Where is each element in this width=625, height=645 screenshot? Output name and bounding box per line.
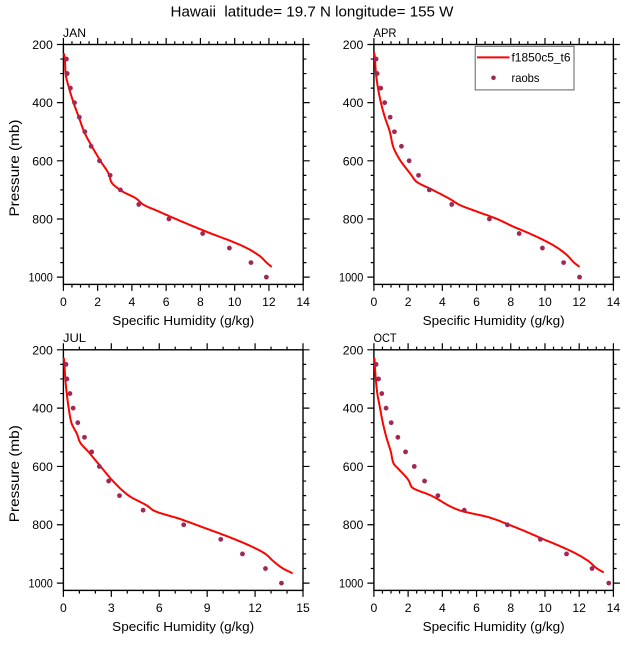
svg-text:0: 0 — [371, 295, 378, 309]
svg-text:200: 200 — [343, 343, 364, 357]
svg-text:10: 10 — [538, 601, 552, 615]
svg-text:14: 14 — [607, 295, 621, 309]
svg-text:APR: APR — [374, 26, 397, 40]
svg-text:OCT: OCT — [374, 331, 398, 345]
svg-text:2: 2 — [405, 295, 412, 309]
svg-text:9: 9 — [204, 601, 211, 615]
svg-text:600: 600 — [32, 460, 53, 474]
svg-text:2: 2 — [405, 601, 412, 615]
svg-text:15: 15 — [296, 601, 310, 615]
svg-text:800: 800 — [343, 518, 364, 532]
svg-text:200: 200 — [343, 38, 364, 52]
svg-text:400: 400 — [32, 96, 53, 110]
svg-text:12: 12 — [572, 601, 586, 615]
svg-text:800: 800 — [32, 518, 53, 532]
svg-text:0: 0 — [371, 601, 378, 615]
svg-text:8: 8 — [507, 295, 514, 309]
svg-text:400: 400 — [343, 402, 364, 416]
svg-text:0: 0 — [60, 295, 67, 309]
svg-text:3: 3 — [108, 601, 115, 615]
svg-text:JUL: JUL — [63, 331, 86, 345]
svg-text:10: 10 — [228, 295, 242, 309]
svg-text:4: 4 — [129, 295, 136, 309]
svg-text:Specific Humidity (g/kg): Specific Humidity (g/kg) — [423, 619, 565, 634]
svg-text:12: 12 — [248, 601, 262, 615]
svg-text:6: 6 — [156, 601, 163, 615]
svg-text:10: 10 — [538, 295, 552, 309]
svg-text:JAN: JAN — [63, 26, 86, 40]
svg-text:800: 800 — [32, 212, 53, 226]
svg-text:14: 14 — [296, 295, 310, 309]
svg-text:8: 8 — [507, 601, 514, 615]
svg-text:6: 6 — [473, 601, 480, 615]
svg-text:14: 14 — [607, 601, 621, 615]
svg-text:raobs: raobs — [512, 71, 540, 85]
svg-text:Pressure (mb): Pressure (mb) — [6, 120, 22, 217]
svg-text:4: 4 — [439, 601, 446, 615]
svg-text:1000: 1000 — [29, 271, 53, 285]
svg-text:400: 400 — [343, 96, 364, 110]
svg-text:600: 600 — [32, 154, 53, 168]
svg-text:f1850c5_t6: f1850c5_t6 — [512, 51, 571, 65]
svg-text:1000: 1000 — [29, 577, 53, 591]
svg-text:0: 0 — [60, 601, 67, 615]
svg-text:200: 200 — [32, 343, 53, 357]
svg-text:2: 2 — [94, 295, 101, 309]
svg-text:Specific Humidity (g/kg): Specific Humidity (g/kg) — [112, 313, 254, 328]
svg-text:4: 4 — [439, 295, 446, 309]
svg-text:8: 8 — [197, 295, 204, 309]
svg-text:400: 400 — [32, 402, 53, 416]
svg-text:600: 600 — [343, 460, 364, 474]
svg-text:1000: 1000 — [339, 577, 363, 591]
svg-text:12: 12 — [572, 295, 586, 309]
svg-text:Specific Humidity (g/kg): Specific Humidity (g/kg) — [112, 619, 254, 634]
svg-text:6: 6 — [473, 295, 480, 309]
svg-text:800: 800 — [343, 212, 364, 226]
svg-text:600: 600 — [343, 154, 364, 168]
svg-text:200: 200 — [32, 38, 53, 52]
svg-text:6: 6 — [163, 295, 170, 309]
svg-text:1000: 1000 — [339, 271, 363, 285]
svg-text:Hawaii latitude= 19.7 N longi: Hawaii latitude= 19.7 N longitude= 155 W — [171, 4, 455, 21]
svg-text:Pressure (mb): Pressure (mb) — [6, 425, 22, 522]
svg-text:Specific Humidity (g/kg): Specific Humidity (g/kg) — [423, 313, 565, 328]
svg-text:12: 12 — [262, 295, 276, 309]
